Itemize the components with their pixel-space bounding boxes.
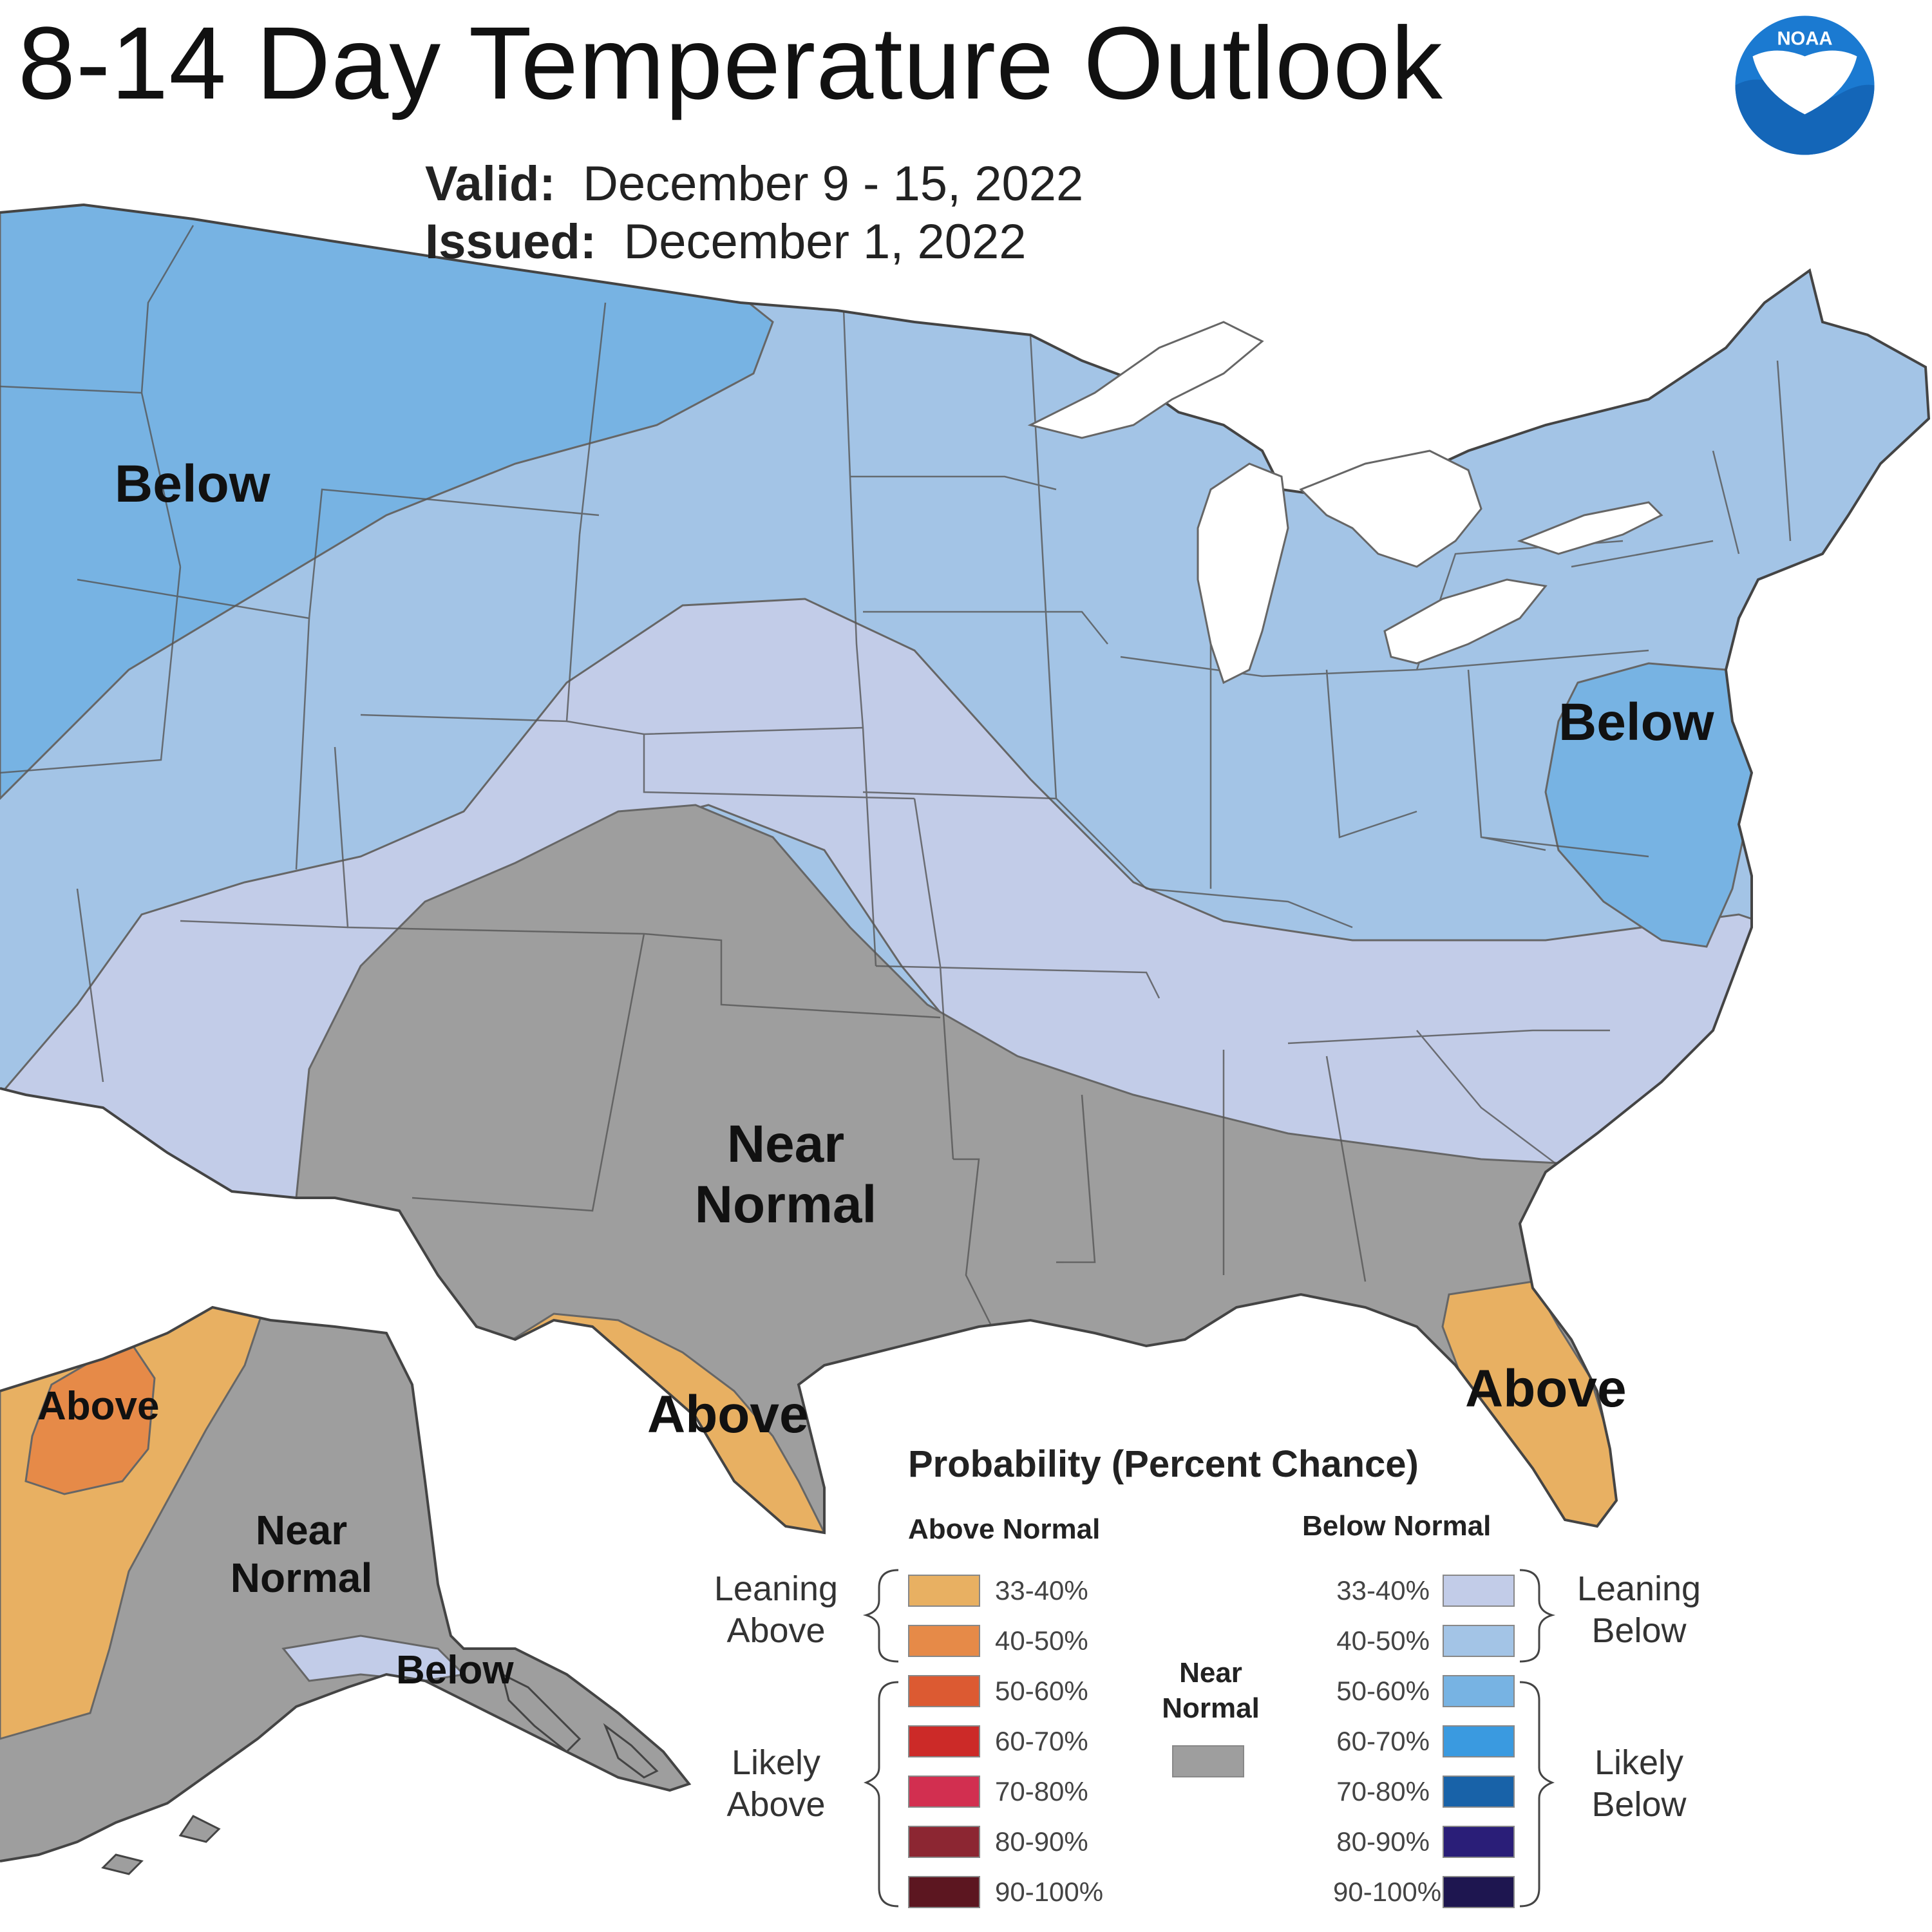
region-label-alaska-below: Below: [396, 1648, 514, 1692]
valid-label: Valid:: [425, 156, 556, 211]
valid-value: December 9 - 15, 2022: [582, 156, 1084, 211]
below-swatch-label-1: 40-50%: [1336, 1625, 1430, 1656]
likely-above-line1: Likely: [731, 1743, 821, 1782]
below-swatch-label-5: 80-90%: [1336, 1826, 1430, 1857]
leaning-above-line2: Above: [726, 1611, 826, 1650]
leaning-below-line2: Below: [1591, 1611, 1687, 1650]
below-swatch-4: [1443, 1776, 1515, 1808]
below-33-40-region-alaska: [281, 1634, 466, 1682]
below-swatch-6: [1443, 1876, 1515, 1908]
region-label-midatlantic-below: Below: [1558, 693, 1714, 752]
above-swatch-label-1: 40-50%: [995, 1625, 1088, 1656]
likely-below-line1: Likely: [1594, 1743, 1684, 1782]
above-swatch-label-6: 90-100%: [995, 1877, 1104, 1907]
legend-title: Probability (Percent Chance): [908, 1443, 1419, 1485]
noaa-logo: NOAA: [1735, 15, 1875, 155]
leaning-above-line1: Leaning: [714, 1569, 838, 1608]
above-swatch-label-2: 50-60%: [995, 1676, 1088, 1706]
likely-below-line2: Below: [1591, 1785, 1687, 1824]
above-swatch-4: [908, 1776, 980, 1808]
region-label-florida-above: Above: [1465, 1359, 1627, 1418]
near-header-line2: Normal: [1162, 1692, 1260, 1724]
leaning-below-line1: Leaning: [1577, 1569, 1701, 1608]
legend-swatch-near-normal: [1172, 1745, 1244, 1777]
below-swatch-label-0: 33-40%: [1336, 1575, 1430, 1605]
leaning-below-label: Leaning Below: [1558, 1568, 1719, 1652]
likely-below-label: Likely Below: [1558, 1742, 1719, 1826]
region-label-texas-above: Above: [647, 1385, 809, 1444]
noaa-logo-text: NOAA: [1777, 29, 1832, 50]
above-swatch-0: [908, 1575, 980, 1607]
likely-above-label: Likely Above: [696, 1742, 857, 1826]
above-swatch-label-4: 70-80%: [995, 1776, 1088, 1806]
likely-above-line2: Above: [726, 1785, 826, 1824]
issued-row: Issued: December 1, 2022: [425, 218, 1027, 267]
near-header-line1: Near: [1179, 1657, 1242, 1689]
above-swatch-2: [908, 1675, 980, 1707]
region-label-near-normal: Near Normal: [683, 1114, 889, 1236]
below-swatch-label-2: 50-60%: [1336, 1676, 1430, 1706]
below-swatch-5: [1443, 1826, 1515, 1858]
above-swatch-label-5: 80-90%: [995, 1826, 1088, 1857]
near-normal-line2: Normal: [694, 1175, 877, 1235]
issued-label: Issued:: [425, 214, 597, 269]
below-swatch-3: [1443, 1725, 1515, 1757]
great-lakes: [1027, 321, 1663, 685]
above-swatch-6: [908, 1876, 980, 1908]
legend-below-header: Below Normal: [1302, 1510, 1492, 1542]
below-swatch-1: [1443, 1625, 1515, 1657]
legend-near-normal-header: Near Normal: [1159, 1655, 1262, 1726]
below-swatch-0: [1443, 1575, 1515, 1607]
region-label-northwest-below: Below: [115, 455, 270, 513]
below-swatch-2: [1443, 1675, 1515, 1707]
issued-value: December 1, 2022: [623, 214, 1027, 269]
page-title: 8-14 Day Temperature Outlook: [18, 5, 1443, 120]
above-swatch-1: [908, 1625, 980, 1657]
below-swatch-label-3: 60-70%: [1336, 1726, 1430, 1756]
legend-above-header: Above Normal: [908, 1513, 1101, 1545]
below-swatch-label-4: 70-80%: [1336, 1776, 1430, 1806]
region-label-alaska-near-normal: Near Normal: [218, 1507, 385, 1602]
above-swatch-label-0: 33-40%: [995, 1575, 1088, 1605]
region-label-alaska-above: Above: [37, 1384, 160, 1428]
above-40-50-region-alaska: [24, 1338, 156, 1495]
above-swatch-5: [908, 1826, 980, 1858]
above-swatch-3: [908, 1725, 980, 1757]
below-swatch-label-6: 90-100%: [1333, 1877, 1442, 1907]
near-normal-line1: Near: [726, 1115, 845, 1173]
ak-near-line2: Normal: [230, 1554, 373, 1601]
legend-braces: [862, 1569, 1556, 1908]
leaning-above-label: Leaning Above: [696, 1568, 857, 1652]
ak-near-line1: Near: [255, 1507, 348, 1553]
legend: Probability (Percent Chance) Above Norma…: [696, 1443, 1739, 1919]
valid-row: Valid: December 9 - 15, 2022: [425, 160, 1083, 209]
above-swatch-label-3: 60-70%: [995, 1726, 1088, 1756]
